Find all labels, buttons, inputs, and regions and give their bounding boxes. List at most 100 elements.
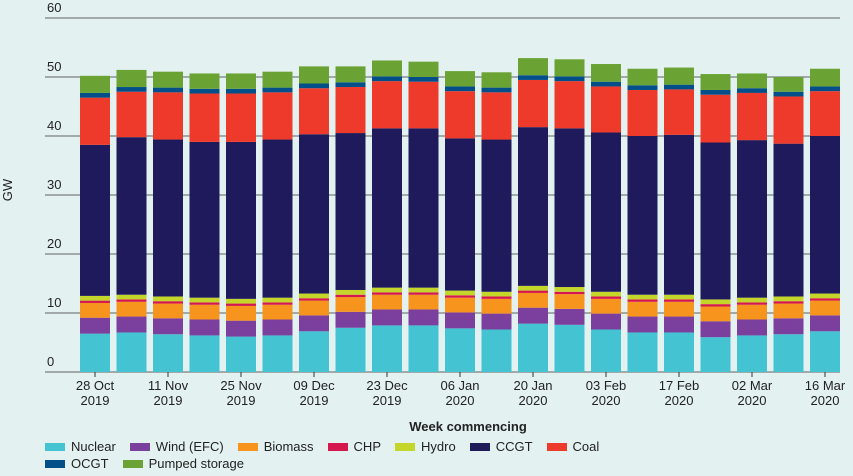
legend-item: Nuclear bbox=[45, 439, 116, 454]
bar-segment bbox=[408, 61, 439, 77]
legend-item: CCGT bbox=[469, 439, 533, 454]
legend-label: Coal bbox=[572, 439, 600, 454]
bar-segment bbox=[153, 303, 183, 319]
bar-segment bbox=[226, 336, 256, 372]
bar-segment bbox=[591, 132, 621, 292]
legend-swatch bbox=[45, 459, 65, 468]
bar-segment bbox=[80, 92, 110, 98]
bar-segment bbox=[408, 81, 439, 129]
bar-segment bbox=[299, 66, 329, 84]
bar-segment bbox=[189, 93, 220, 142]
y-tick-label: 30 bbox=[47, 177, 61, 192]
bar-segment bbox=[408, 77, 439, 82]
bar-segment bbox=[737, 92, 767, 141]
bar-segment bbox=[153, 318, 183, 335]
legend-label: Hydro bbox=[421, 439, 456, 454]
bar-segment bbox=[116, 316, 147, 333]
bar-segment bbox=[189, 302, 220, 305]
bar-segment bbox=[445, 295, 475, 298]
bar-segment bbox=[226, 305, 256, 321]
bar-segment bbox=[262, 87, 293, 93]
legend-item: Pumped storage bbox=[122, 456, 244, 471]
bar-segment bbox=[773, 318, 804, 335]
bar-segment bbox=[372, 325, 402, 372]
bar-segment bbox=[664, 301, 694, 317]
bar-segment bbox=[554, 294, 585, 309]
legend: Nuclear Wind (EFC) Biomass CHP Hydro CCGT Coal… bbox=[45, 439, 665, 471]
bar-segment bbox=[554, 324, 585, 372]
x-tick-label: 16 Mar 2020 bbox=[804, 378, 846, 408]
bar-segment bbox=[700, 94, 731, 143]
bar-segment bbox=[810, 91, 840, 136]
bar-segment bbox=[773, 96, 804, 144]
legend-swatch bbox=[129, 442, 150, 451]
bar-segment bbox=[335, 66, 366, 83]
bar-segment bbox=[737, 88, 767, 93]
bar-segment bbox=[810, 86, 840, 92]
x-tick-label: 09 Dec 2019 bbox=[293, 378, 335, 408]
bar-segment bbox=[481, 313, 512, 330]
bar-segment bbox=[116, 332, 147, 372]
bar-segment bbox=[518, 290, 548, 293]
bar-segment bbox=[737, 304, 767, 320]
bar-segment bbox=[518, 79, 548, 128]
bar-segment bbox=[773, 91, 804, 97]
bar-segment bbox=[372, 294, 402, 310]
bar-segment bbox=[627, 299, 658, 302]
bar-segment bbox=[153, 296, 183, 302]
bar-segment bbox=[408, 294, 439, 310]
bar-segment bbox=[116, 91, 147, 138]
y-tick-label: 10 bbox=[47, 295, 61, 310]
legend-label: Biomass bbox=[263, 439, 314, 454]
bar-segment bbox=[299, 331, 329, 372]
bar-segment bbox=[700, 89, 731, 95]
bar-segment bbox=[700, 337, 731, 372]
y-axis-label: GW bbox=[0, 178, 15, 201]
bar-segment bbox=[664, 316, 694, 333]
bar-segment bbox=[481, 298, 512, 314]
bar-segment bbox=[664, 89, 694, 135]
bar-segment bbox=[335, 133, 366, 290]
bar-segment bbox=[408, 128, 439, 288]
bar-segment bbox=[591, 313, 621, 330]
bar-segment bbox=[664, 294, 694, 300]
bar-segment bbox=[189, 304, 220, 320]
bar-segment bbox=[226, 320, 256, 337]
bar-segment bbox=[700, 306, 731, 322]
bar-segment bbox=[372, 287, 402, 293]
bar-segment bbox=[554, 128, 585, 288]
bar-segment bbox=[189, 319, 220, 336]
bar-segment bbox=[445, 71, 475, 87]
x-tick-label: 28 Oct 2019 bbox=[75, 378, 115, 408]
bar-segment bbox=[226, 141, 256, 299]
legend-swatch bbox=[122, 459, 143, 468]
legend-label: Pumped storage bbox=[148, 456, 244, 471]
bar-segment bbox=[627, 332, 658, 372]
bar-segment bbox=[116, 87, 147, 92]
x-tick-label: 06 Jan 2020 bbox=[440, 378, 480, 408]
bar-segment bbox=[226, 298, 256, 304]
bar-segment bbox=[591, 64, 621, 82]
bar-segment bbox=[445, 91, 475, 139]
bar-segment bbox=[445, 138, 475, 291]
bar-segment bbox=[262, 297, 293, 303]
bar-segment bbox=[700, 74, 731, 90]
bar-segment bbox=[80, 97, 110, 145]
bar-segment bbox=[226, 88, 256, 94]
bar-segment bbox=[810, 293, 840, 299]
bar-segment bbox=[554, 291, 585, 295]
y-tick-label: 50 bbox=[47, 59, 61, 74]
bar-segment bbox=[299, 88, 329, 135]
bar-segment bbox=[627, 294, 658, 300]
bar-segment bbox=[700, 304, 731, 307]
bar-segment bbox=[700, 321, 731, 338]
bar-segment bbox=[408, 309, 439, 326]
bar-segment bbox=[153, 92, 183, 140]
bar-segment bbox=[810, 68, 840, 87]
bar-segment bbox=[627, 68, 658, 86]
bar-segment bbox=[262, 319, 293, 336]
bar-segment bbox=[335, 327, 366, 372]
bar-segment bbox=[773, 301, 804, 304]
